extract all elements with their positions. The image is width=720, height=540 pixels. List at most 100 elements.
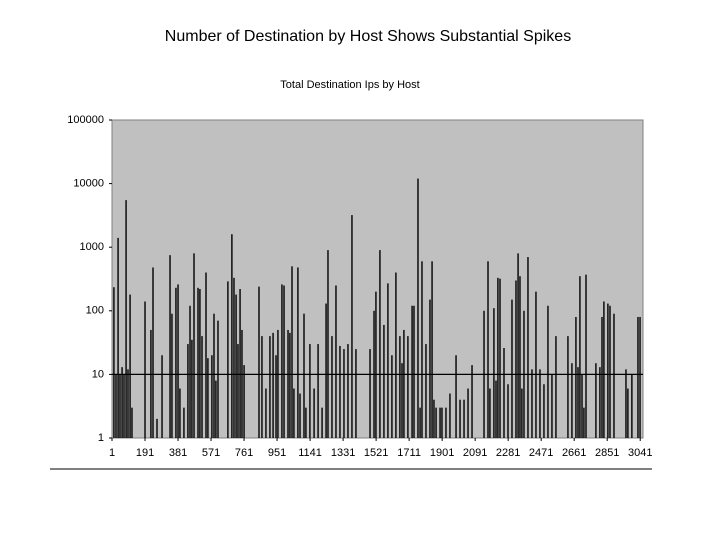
bar (299, 393, 301, 438)
bar (317, 344, 319, 438)
bar (431, 261, 433, 438)
x-tick-label: 1711 (397, 447, 421, 459)
bar (495, 380, 497, 438)
x-tick-label: 2281 (496, 447, 520, 459)
bar (625, 369, 627, 438)
bar (121, 367, 123, 438)
bar (497, 277, 499, 438)
bar (325, 303, 327, 438)
bar (583, 407, 585, 438)
bar (215, 380, 217, 438)
bar (401, 363, 403, 438)
bar (343, 349, 345, 438)
bar (261, 336, 263, 438)
bar (543, 384, 545, 438)
bar (129, 294, 131, 438)
bar (193, 253, 195, 438)
bar (433, 399, 435, 438)
bar (197, 287, 199, 438)
bar (383, 324, 385, 438)
bar (339, 345, 341, 438)
bar (281, 284, 283, 438)
bar (419, 407, 421, 438)
bar (150, 329, 152, 438)
bar (189, 305, 191, 438)
bar (639, 316, 641, 438)
bar (395, 272, 397, 438)
bar (459, 399, 461, 438)
bar (171, 313, 173, 438)
bar (441, 407, 443, 438)
bar (507, 384, 509, 438)
bar (287, 329, 289, 438)
x-tick-label: 381 (169, 447, 187, 459)
bar (233, 277, 235, 438)
x-tick-label: 1901 (430, 447, 454, 459)
bar (199, 289, 201, 438)
bar (521, 388, 523, 438)
y-tick-label: 10000 (73, 178, 104, 190)
bar (144, 301, 146, 438)
bar (601, 316, 603, 438)
bar (213, 313, 215, 438)
bar (327, 250, 329, 438)
bar (487, 261, 489, 438)
bar (391, 355, 393, 438)
bar (191, 339, 193, 438)
x-tick-label: 2661 (562, 447, 586, 459)
bar (156, 418, 158, 438)
x-tick-label: 2851 (595, 447, 619, 459)
bar (258, 286, 260, 438)
bar (577, 367, 579, 438)
bar (321, 407, 323, 438)
chart-subtitle: Total Destination Ips by Host (280, 79, 419, 91)
bar (241, 329, 243, 438)
bar (575, 316, 577, 438)
bar (609, 305, 611, 438)
bar (567, 336, 569, 438)
bar (355, 349, 357, 438)
bar (445, 407, 447, 438)
x-tick-label: 1141 (298, 447, 322, 459)
bar (417, 178, 419, 438)
bar (303, 313, 305, 438)
bar (471, 365, 473, 438)
bar (277, 329, 279, 438)
x-tick-label: 1521 (364, 447, 388, 459)
bar (293, 388, 295, 438)
bar (313, 388, 315, 438)
bar (201, 336, 203, 438)
bar (547, 305, 549, 438)
x-tick-label: 761 (235, 447, 253, 459)
bar (283, 285, 285, 438)
bar (613, 313, 615, 438)
bar (503, 348, 505, 438)
bar (489, 388, 491, 438)
bar (515, 280, 517, 438)
bar (169, 255, 171, 438)
x-tick-label: 951 (268, 447, 286, 459)
y-tick-label: 10 (92, 368, 104, 380)
bar (115, 374, 117, 438)
x-tick-label: 1 (109, 447, 115, 459)
bar (595, 363, 597, 438)
bar (627, 388, 629, 438)
x-tick-label: 571 (202, 447, 220, 459)
bar (449, 393, 451, 438)
bar (467, 388, 469, 438)
bar (399, 336, 401, 438)
bar (235, 294, 237, 438)
bar (291, 266, 293, 438)
bar (113, 287, 115, 438)
bar (269, 336, 271, 438)
bar (152, 267, 154, 438)
bar (519, 276, 521, 438)
bar (375, 291, 377, 438)
bar (429, 299, 431, 438)
bar (539, 369, 541, 438)
bar (439, 407, 441, 438)
bar (179, 388, 181, 438)
bar (463, 399, 465, 438)
bar (175, 287, 177, 438)
